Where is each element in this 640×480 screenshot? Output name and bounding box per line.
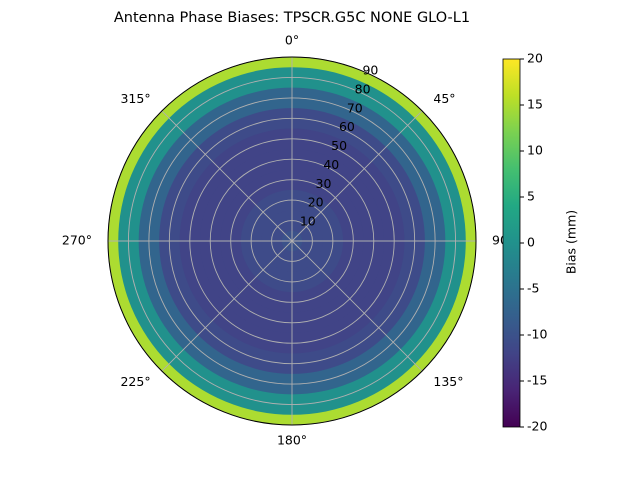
colorbar-tick-label: 5 — [527, 189, 535, 204]
colorbar-tick-label: -15 — [527, 373, 547, 388]
angular-tick-label: 180° — [277, 433, 307, 448]
radial-tick-label: 10 — [300, 214, 316, 229]
radial-tick-label: 40 — [323, 157, 339, 172]
colorbar-tick-label: -20 — [527, 419, 547, 434]
radial-tick-label: 90 — [362, 63, 378, 78]
angular-tick-label: 270° — [62, 233, 92, 248]
radial-tick-label: 30 — [316, 176, 332, 191]
angular-tick-label: 45° — [433, 91, 455, 106]
radial-tick-label: 20 — [308, 195, 324, 210]
radial-tick-label: 50 — [331, 138, 347, 153]
radial-tick-label: 80 — [355, 81, 371, 96]
colorbar-tick-label: 10 — [527, 143, 543, 158]
colorbar — [502, 58, 521, 428]
angular-grid — [161, 240, 293, 372]
angular-tick-label: 225° — [120, 374, 150, 389]
angular-tick-label: 135° — [433, 374, 463, 389]
colorbar-tick-label: -5 — [527, 281, 539, 296]
radial-tick-label: 60 — [339, 119, 355, 134]
colorbar-tick-label: 0 — [527, 235, 535, 250]
angular-grid — [291, 240, 423, 372]
polar-frame — [107, 56, 477, 426]
colorbar-tick-label: 15 — [527, 97, 543, 112]
colorbar-label: Bias (mm) — [564, 210, 579, 274]
angular-tick-label: 0° — [285, 33, 299, 48]
angular-tick-label: 315° — [120, 91, 150, 106]
angular-grid — [161, 110, 293, 242]
angular-grid — [291, 110, 423, 242]
colorbar-tick-label: -10 — [527, 327, 547, 342]
radial-tick-label: 70 — [347, 100, 363, 115]
colorbar-tick-label: 20 — [527, 51, 543, 66]
chart-title: Antenna Phase Biases: TPSCR.G5C NONE GLO… — [114, 10, 470, 26]
